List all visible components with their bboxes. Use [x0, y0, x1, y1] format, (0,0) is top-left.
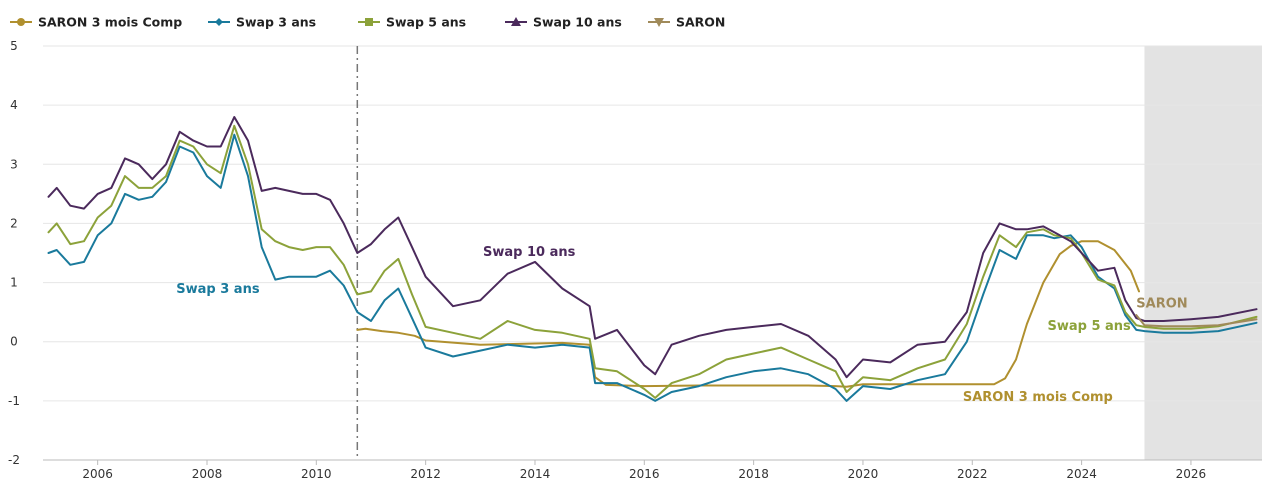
- series-line-swap-3-ans: [47, 133, 1258, 402]
- x-tick-label: 2010: [301, 467, 332, 481]
- series-line-saron-3-mois-comp: [356, 240, 1140, 388]
- annotation-saron: SARON: [1136, 296, 1187, 311]
- y-tick-label: 1: [10, 276, 18, 290]
- y-tick-label: -1: [8, 394, 20, 408]
- x-tick-label: 2008: [192, 467, 223, 481]
- legend-marker-circle: [17, 18, 25, 26]
- x-tick-label: 2018: [738, 467, 769, 481]
- axes: -2 -1 0 1 2 3 4 5 2006 2008 2010 2012 2014 2016 2018 20…: [8, 39, 1262, 481]
- legend-item-swap-5-ans: Swap 5 ans: [358, 15, 466, 30]
- legend-label: Swap 5 ans: [386, 15, 466, 30]
- legend: SARON 3 mois Comp Swap 3 ans Swap 5 ans Swa…: [10, 15, 725, 30]
- x-tick-label: 2014: [520, 467, 551, 481]
- legend-label: SARON 3 mois Comp: [38, 15, 182, 30]
- series-line-swap-10-ans: [47, 116, 1258, 379]
- x-tick-label: 2020: [848, 467, 879, 481]
- x-tick-label: 2026: [1176, 467, 1207, 481]
- legend-marker-triangle-up: [511, 17, 521, 26]
- series-line-saron: [1135, 314, 1258, 328]
- y-tick-label: 4: [10, 98, 18, 112]
- legend-label: Swap 3 ans: [236, 15, 316, 30]
- legend-marker-square: [365, 18, 373, 26]
- x-tick-label: 2022: [957, 467, 988, 481]
- legend-marker-diamond: [215, 18, 223, 26]
- legend-label: SARON: [676, 15, 725, 30]
- legend-item-saron: SARON: [648, 15, 725, 30]
- x-tick-label: 2012: [410, 467, 441, 481]
- gridlines: [43, 45, 1262, 461]
- forecast-shade-area: [1144, 46, 1262, 460]
- series-lines: [47, 116, 1258, 402]
- legend-item-swap-10-ans: Swap 10 ans: [505, 15, 622, 30]
- annotation-swap-3-ans: Swap 3 ans: [176, 282, 260, 297]
- legend-marker-triangle-down: [654, 18, 664, 27]
- legend-item-saron-3-mois-comp: SARON 3 mois Comp: [10, 15, 182, 30]
- forecast-shading: [1144, 46, 1262, 460]
- y-tick-label: 2: [10, 216, 18, 230]
- y-tick-label: 0: [10, 335, 18, 349]
- annotation-swap-10-ans: Swap 10 ans: [483, 245, 576, 260]
- series-line-swap-5-ans: [47, 124, 1258, 399]
- legend-label: Swap 10 ans: [533, 15, 622, 30]
- legend-item-swap-3-ans: Swap 3 ans: [208, 15, 316, 30]
- x-tick-label: 2006: [82, 467, 113, 481]
- y-tick-label: -2: [8, 453, 20, 467]
- annotation-saron-3-mois-comp: SARON 3 mois Comp: [963, 390, 1113, 405]
- y-tick-label: 3: [10, 157, 18, 171]
- annotation-swap-5-ans: Swap 5 ans: [1047, 319, 1131, 334]
- y-tick-label: 5: [10, 39, 18, 53]
- x-tick-label: 2016: [629, 467, 660, 481]
- x-tick-label: 2024: [1066, 467, 1097, 481]
